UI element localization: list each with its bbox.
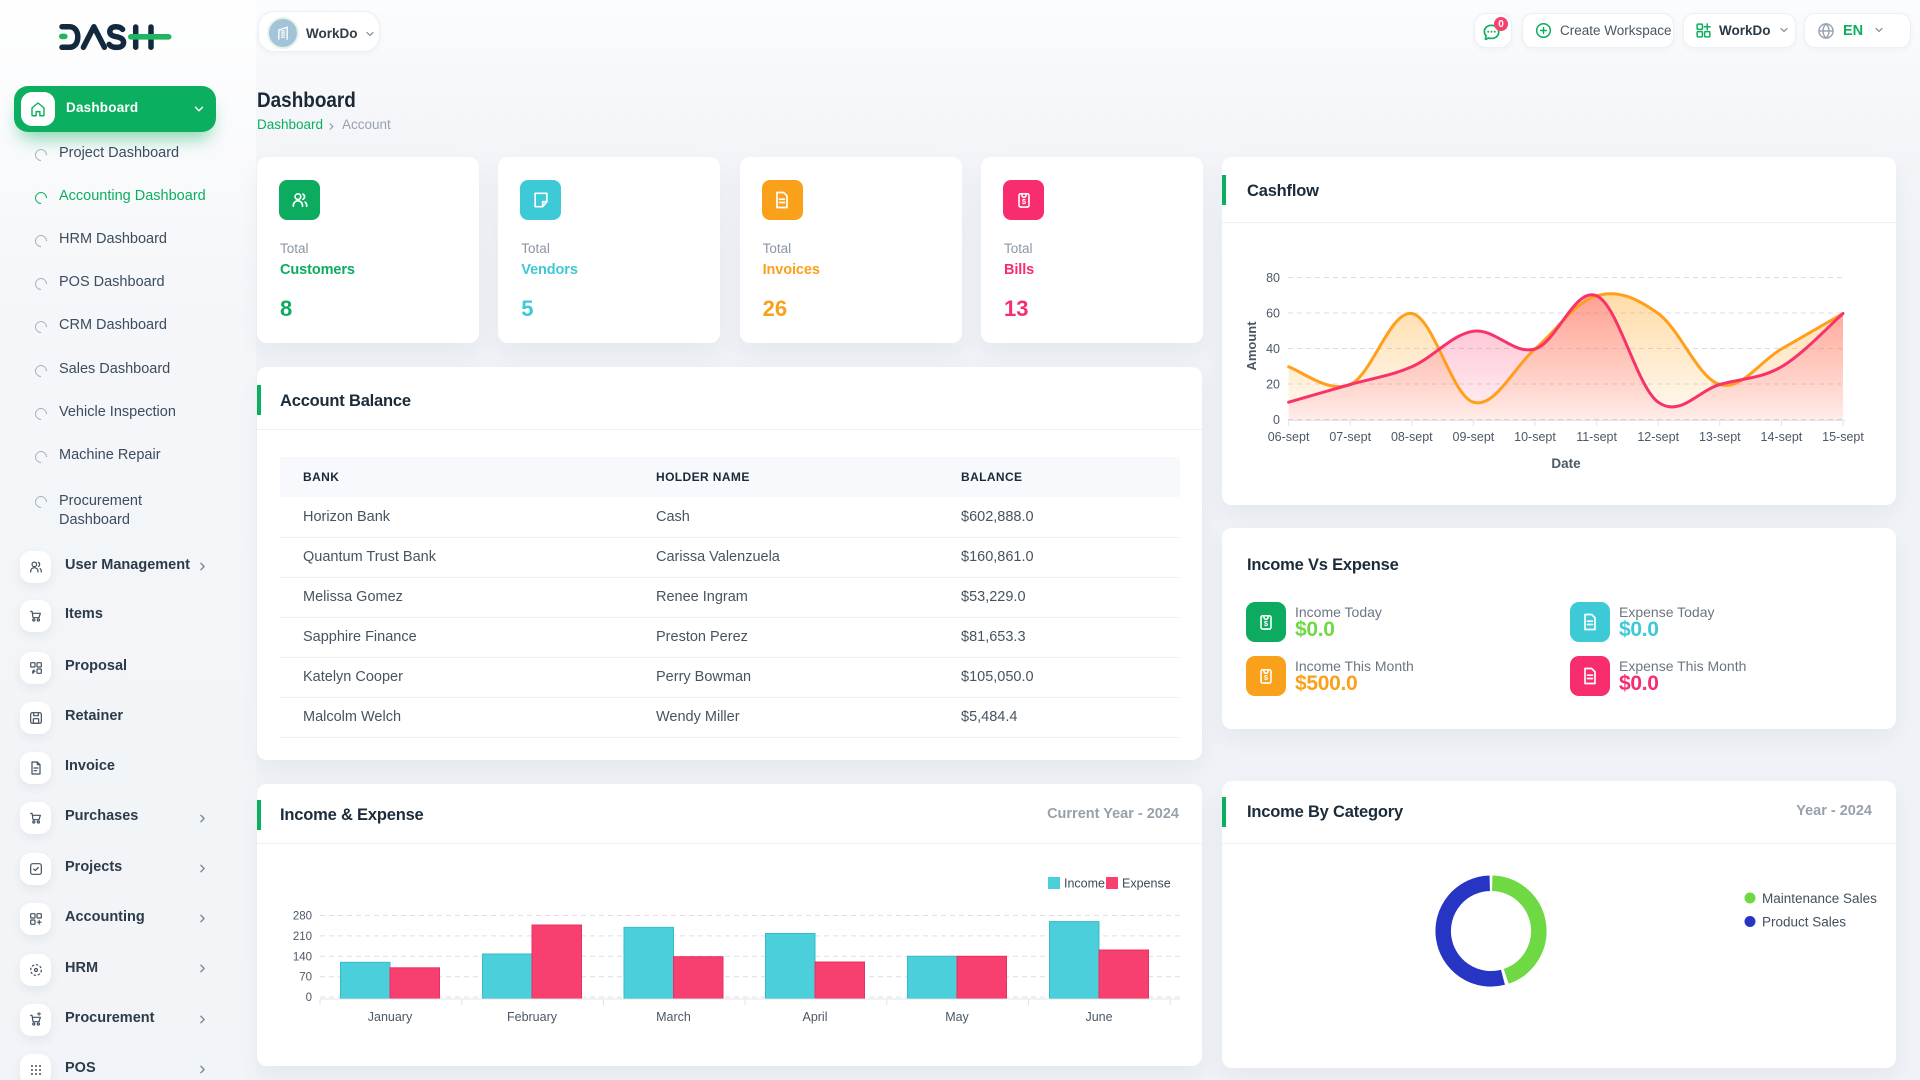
- svg-text:40: 40: [1266, 342, 1280, 356]
- svg-text:10-sept: 10-sept: [1514, 430, 1556, 444]
- svg-text:$: $: [1264, 619, 1269, 628]
- svg-text:07-sept: 07-sept: [1329, 430, 1371, 444]
- svg-text:09-sept: 09-sept: [1453, 430, 1495, 444]
- svg-text:Income: Income: [1064, 877, 1105, 891]
- svg-text:14-sept: 14-sept: [1761, 430, 1803, 444]
- svg-text:06-sept: 06-sept: [1268, 430, 1310, 444]
- svg-text:70: 70: [299, 972, 312, 984]
- svg-text:Amount: Amount: [1244, 321, 1259, 371]
- svg-text:0: 0: [306, 992, 312, 1004]
- svg-text:March: March: [656, 1010, 691, 1024]
- svg-text:13-sept: 13-sept: [1699, 430, 1741, 444]
- svg-text:60: 60: [1266, 307, 1280, 321]
- svg-text:May: May: [945, 1010, 969, 1024]
- svg-text:140: 140: [293, 951, 312, 963]
- svg-text:280: 280: [293, 911, 312, 923]
- svg-text:11-sept: 11-sept: [1576, 430, 1617, 444]
- svg-text:January: January: [368, 1010, 413, 1024]
- svg-text:$: $: [1021, 197, 1026, 206]
- svg-text:Expense: Expense: [1122, 877, 1171, 891]
- svg-text:April: April: [802, 1010, 827, 1024]
- svg-text:Date: Date: [1551, 456, 1581, 471]
- svg-text:12-sept: 12-sept: [1637, 430, 1679, 444]
- svg-text:210: 210: [293, 931, 312, 943]
- svg-text:February: February: [507, 1010, 558, 1024]
- svg-text:June: June: [1085, 1010, 1112, 1024]
- svg-text:80: 80: [1266, 271, 1280, 285]
- svg-text:0: 0: [1273, 413, 1280, 427]
- svg-text:15-sept: 15-sept: [1822, 430, 1864, 444]
- svg-text:$: $: [1264, 673, 1269, 682]
- svg-text:Maintenance Sales: Maintenance Sales: [1762, 891, 1877, 906]
- svg-text:08-sept: 08-sept: [1391, 430, 1433, 444]
- svg-text:Product Sales: Product Sales: [1762, 915, 1846, 930]
- svg-text:20: 20: [1266, 378, 1280, 392]
